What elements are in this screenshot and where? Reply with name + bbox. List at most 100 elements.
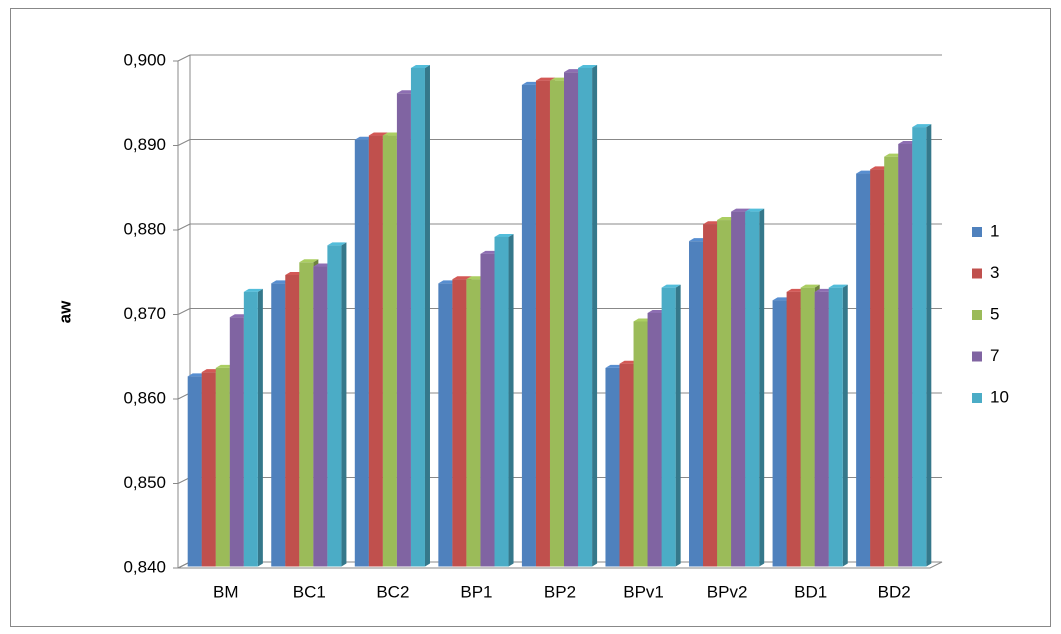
bar <box>285 274 300 567</box>
legend-swatch <box>972 351 982 362</box>
legend-label: 7 <box>990 346 999 365</box>
bar <box>201 372 216 567</box>
bar <box>535 80 550 567</box>
bar <box>438 283 453 567</box>
legend-label: 3 <box>990 263 999 282</box>
legend-swatch <box>972 310 982 320</box>
bar <box>313 266 328 567</box>
bar <box>368 135 383 567</box>
legend-swatch <box>972 227 982 237</box>
x-tick-label: BPv2 <box>707 582 748 601</box>
bar <box>619 363 634 567</box>
bar-side <box>424 64 430 567</box>
bar <box>452 279 467 567</box>
bar <box>466 279 481 567</box>
bar <box>521 84 536 567</box>
bar <box>884 156 899 567</box>
grid-diag <box>177 139 191 146</box>
bar <box>703 224 718 567</box>
bar <box>549 80 565 567</box>
bar <box>187 376 202 567</box>
y-axis-label: aw <box>55 300 74 323</box>
y-tick-label: 0,850 <box>123 473 166 492</box>
bar-top <box>327 242 347 246</box>
x-tick-label: BD2 <box>878 582 911 601</box>
x-tick-label: BC1 <box>293 582 326 601</box>
bar <box>814 291 829 567</box>
bar-top <box>535 77 555 81</box>
bar <box>299 262 314 567</box>
bar <box>661 287 676 567</box>
grid-diag <box>177 308 191 315</box>
bar <box>354 139 369 567</box>
y-tick-label: 0,880 <box>123 219 166 238</box>
y-tick-label: 0,860 <box>123 388 166 407</box>
legend-swatch <box>972 393 982 403</box>
bar <box>800 287 815 567</box>
grid-diag <box>177 223 191 231</box>
y-tick-label: 0,900 <box>123 50 166 69</box>
bar-top <box>661 284 681 288</box>
x-tick-label: BPv1 <box>623 582 664 601</box>
bar <box>772 300 787 567</box>
x-tick-label: BD1 <box>794 582 827 601</box>
bar-side <box>842 284 848 567</box>
bar <box>912 127 927 567</box>
bar <box>229 317 244 567</box>
bar <box>494 236 509 567</box>
bar-top <box>494 233 514 237</box>
bar <box>828 287 843 567</box>
grid-diag <box>177 54 191 62</box>
bar <box>786 291 801 567</box>
legend-label: 1 <box>990 221 999 240</box>
y-tick-label: 0,840 <box>123 557 166 576</box>
bar-top <box>912 124 932 128</box>
bar-top <box>299 259 319 263</box>
bar-side <box>759 208 765 567</box>
bar-top <box>452 276 472 280</box>
bar <box>856 173 871 567</box>
legend-swatch <box>972 268 982 279</box>
bar-top <box>800 284 820 288</box>
bar-side <box>592 64 598 567</box>
bar-top <box>410 64 430 68</box>
bar-top <box>828 284 848 288</box>
bar <box>689 241 704 567</box>
bar-top <box>578 64 598 68</box>
legend-label: 10 <box>990 387 1009 406</box>
bar-side <box>675 284 681 567</box>
x-tick-label: BP2 <box>544 582 576 601</box>
bar-top <box>368 132 388 136</box>
bar <box>731 211 746 567</box>
bar-top <box>243 288 263 292</box>
bar-side <box>926 124 932 567</box>
bar <box>605 367 620 567</box>
bar <box>564 72 579 567</box>
x-tick-label: BC2 <box>376 582 409 601</box>
bar <box>745 211 760 567</box>
bar-top <box>731 208 751 212</box>
bar <box>898 144 913 567</box>
bar <box>396 93 411 567</box>
bar <box>271 283 286 567</box>
x-tick-label: BP1 <box>460 582 492 601</box>
bar <box>480 253 495 567</box>
legend-label: 5 <box>990 304 999 323</box>
bar <box>870 169 885 567</box>
bar <box>633 321 648 567</box>
bar <box>410 67 425 567</box>
y-tick-label: 0,870 <box>123 304 166 323</box>
bar <box>578 67 593 567</box>
bar-side <box>341 242 347 567</box>
bar <box>647 313 662 567</box>
bar-side <box>508 233 514 567</box>
x-tick-label: BM <box>213 582 239 601</box>
bar-top <box>745 208 765 212</box>
bar <box>243 291 258 567</box>
bar <box>327 245 342 567</box>
bar-side <box>257 288 263 567</box>
bar <box>717 220 732 567</box>
y-tick-label: 0,890 <box>123 135 166 154</box>
bar <box>382 135 397 567</box>
